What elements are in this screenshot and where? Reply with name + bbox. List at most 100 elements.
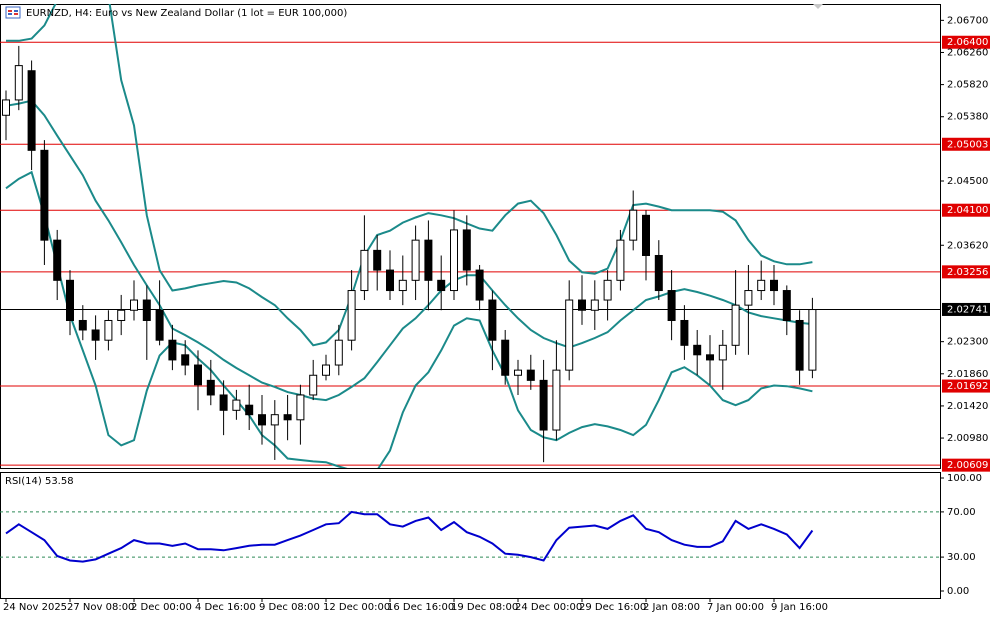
- x-tick-label: 7 Jan 00:00: [707, 602, 764, 613]
- candle-body: [565, 299, 574, 371]
- rsi-line: [5, 510, 814, 563]
- candle-body: [603, 279, 612, 301]
- candle-body: [283, 414, 292, 421]
- candle-body: [53, 239, 62, 281]
- y-tick-label: 2.05820: [947, 80, 988, 91]
- y-tick-label: 2.06700: [947, 15, 988, 26]
- candle-body: [629, 209, 638, 241]
- x-tick-label: 4 Dec 16:00: [195, 602, 256, 613]
- level-label: 2.06400: [947, 37, 988, 48]
- chart-title: EURNZD, H4: Euro vs New Zealand Dollar (…: [26, 8, 347, 19]
- candle-body: [296, 394, 305, 421]
- candle-body: [309, 374, 318, 396]
- candle-body: [424, 239, 433, 281]
- candle-body: [680, 319, 689, 346]
- band-middle: [5, 99, 813, 402]
- candle-body: [731, 304, 740, 346]
- candle-body: [437, 279, 446, 292]
- x-tick-label: 29 Dec 16:00: [579, 602, 646, 613]
- candle-body: [219, 394, 228, 411]
- x-tick-label: 9 Dec 08:00: [259, 602, 320, 613]
- candle-body: [104, 319, 113, 341]
- candle-body: [462, 229, 471, 271]
- candle-body: [757, 279, 766, 292]
- candle-body: [232, 399, 241, 411]
- candle-body: [744, 290, 753, 306]
- last-price-label: 2.02741: [947, 304, 988, 315]
- candle-body: [78, 319, 87, 331]
- candle-body: [168, 339, 177, 361]
- candle-body: [411, 239, 420, 281]
- candle-body: [808, 309, 817, 371]
- y-tick-label: 30.00: [947, 552, 976, 563]
- candle-body: [514, 369, 522, 376]
- level-label-box: [942, 265, 990, 279]
- candle-body: [770, 279, 778, 292]
- candle-body: [373, 249, 382, 271]
- y-tick-label: 2.02300: [947, 337, 988, 348]
- main-plot: [0, 4, 940, 468]
- candle-body: [578, 299, 586, 311]
- candle-body: [322, 364, 330, 376]
- shift-marker: [813, 4, 823, 9]
- candle-body: [258, 414, 266, 426]
- candle-body: [552, 369, 561, 431]
- x-tick-label: 27 Nov 08:00: [67, 602, 134, 613]
- level-label: 2.04100: [947, 205, 988, 216]
- candle-body: [718, 344, 727, 361]
- level-label-box: [942, 137, 990, 151]
- candle-body: [398, 279, 407, 292]
- candle-body: [14, 65, 23, 101]
- x-tick-label: 2 Jan 08:00: [643, 602, 700, 613]
- x-tick-label: 24 Dec 00:00: [515, 602, 582, 613]
- candle-body: [654, 254, 663, 292]
- y-tick-label: 0.00: [947, 586, 969, 597]
- rsi-panel: [0, 472, 941, 599]
- candle-body: [27, 70, 36, 151]
- candle-body: [642, 214, 650, 256]
- candle-body: [693, 344, 702, 356]
- y-tick-label: 2.00980: [947, 433, 988, 444]
- x-tick-label: 19 Dec 08:00: [451, 602, 518, 613]
- y-tick-label: 2.01860: [947, 369, 988, 380]
- band-lower: [5, 170, 813, 468]
- level-label: 2.01692: [947, 381, 988, 392]
- y-tick-label: 2.01420: [947, 401, 988, 412]
- candle-body: [590, 299, 599, 311]
- x-tick-label: 9 Jan 16:00: [771, 602, 828, 613]
- candle-body: [386, 269, 394, 292]
- candle-body: [130, 299, 138, 311]
- y-tick-label: 2.03620: [947, 240, 988, 251]
- candle-body: [181, 354, 190, 366]
- level-label-box: [942, 203, 990, 217]
- level-label: 2.00609: [947, 460, 988, 471]
- candle-body: [155, 309, 164, 341]
- level-label-box: [942, 458, 990, 472]
- y-tick-label: 70.00: [947, 507, 976, 518]
- candle-body: [91, 329, 100, 341]
- candle-body: [475, 269, 484, 301]
- candle-body: [2, 99, 10, 116]
- candle-body: [526, 369, 535, 381]
- candle-body: [117, 309, 126, 321]
- candle-body: [270, 414, 279, 426]
- candle-body: [360, 249, 369, 292]
- x-tick-label: 12 Dec 00:00: [323, 602, 390, 613]
- band-upper: [6, 4, 813, 347]
- x-tick-label: 2 Dec 00:00: [131, 602, 192, 613]
- candle-body: [245, 404, 254, 416]
- rsi-title: RSI(14) 53.58: [5, 476, 74, 487]
- candle-body: [142, 299, 151, 321]
- candle-body: [539, 379, 548, 431]
- x-tick-label: 16 Dec 16:00: [387, 602, 454, 613]
- y-tick-label: 2.04500: [947, 176, 988, 187]
- candle-body: [40, 149, 49, 241]
- symbol-icon: [5, 6, 21, 19]
- candle-body: [706, 354, 714, 361]
- candle-body: [667, 290, 676, 321]
- y-tick-label: 2.06260: [947, 47, 988, 58]
- y-tick-label: 2.05380: [947, 112, 988, 123]
- candle-body: [488, 299, 497, 341]
- y-tick-label: 100.00: [947, 473, 982, 484]
- overlay: 2.06400 2.05003 2.04100 2.03256 2.01692 2.006…: [942, 35, 990, 472]
